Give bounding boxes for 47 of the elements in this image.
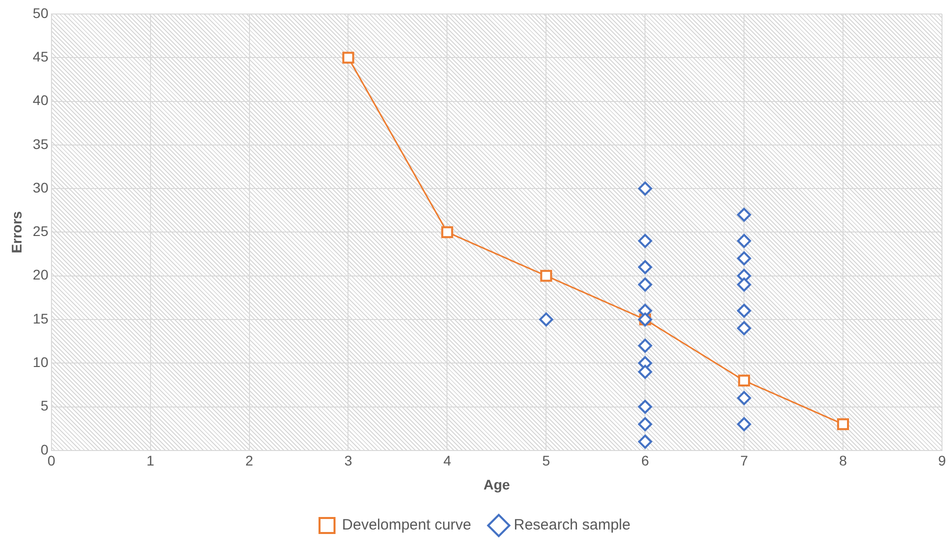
y-tick-label: 25 [32,223,49,240]
point [638,400,652,414]
x-tick-label: 5 [542,452,550,469]
point [737,304,752,318]
y-tick-label: 45 [32,48,49,64]
point [638,182,652,196]
point [638,234,652,248]
point [737,234,752,248]
point [737,251,752,266]
point [638,417,652,432]
point [638,434,652,449]
point [737,391,752,406]
y-tick-label: 0 [40,441,49,458]
x-tick-label: 8 [839,452,848,469]
x-axis-title: Age [483,476,510,492]
y-tick-label: 15 [32,310,49,326]
x-tick-label: 9 [938,452,946,469]
x-tick-label: 1 [146,452,154,469]
y-tick-label: 20 [32,266,49,283]
legend-label: Research sample [514,516,630,534]
x-tick-label: 7 [740,452,748,469]
point [441,226,454,238]
point [539,312,554,326]
y-tick-label: 40 [32,92,49,108]
point [638,364,652,379]
point [737,417,752,432]
x-tick-label: 4 [443,452,452,469]
point [737,321,752,336]
x-tick-label: 6 [641,452,650,469]
point [737,278,752,292]
point [737,208,752,222]
point [342,52,354,64]
y-axis-title: Errors [8,210,24,254]
y-tick-label: 30 [32,179,49,196]
y-tick-label: 35 [32,136,49,152]
y-tick-label: 50 [32,4,49,21]
point [738,374,750,387]
point [638,278,652,292]
point [638,338,652,353]
legend-label: Develompent curve [342,516,472,534]
y-tick-label: 10 [32,354,49,370]
x-tick-label: 2 [245,452,254,469]
point [540,270,552,282]
y-tick-label: 5 [40,398,49,414]
x-tick-label: 3 [344,452,352,469]
point [638,260,652,274]
point [837,418,849,430]
